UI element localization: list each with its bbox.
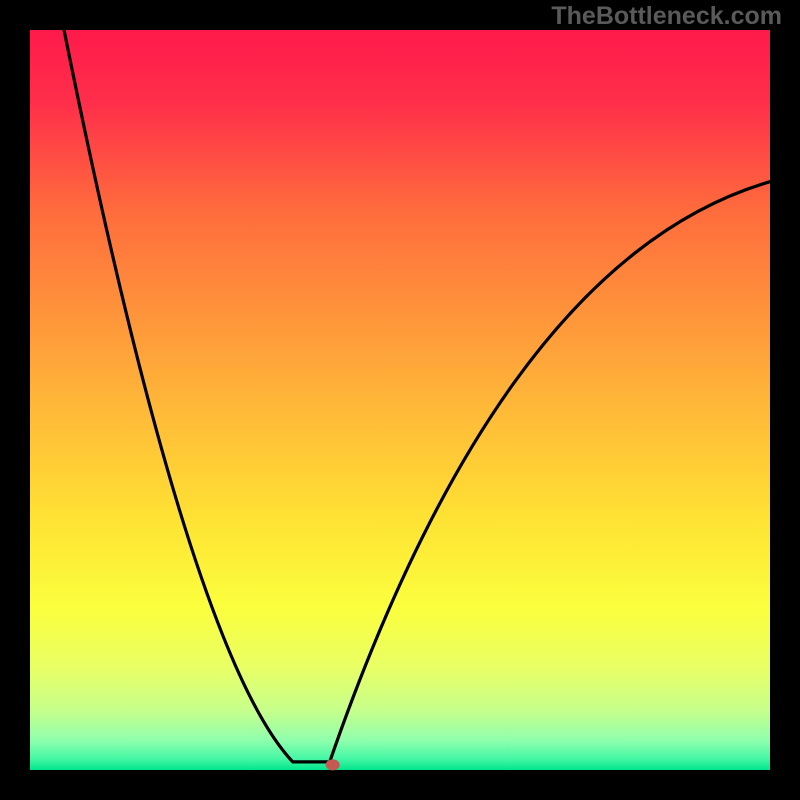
optimum-marker [326,759,340,770]
plot-area [30,30,770,770]
watermark-text: TheBottleneck.com [551,2,782,31]
